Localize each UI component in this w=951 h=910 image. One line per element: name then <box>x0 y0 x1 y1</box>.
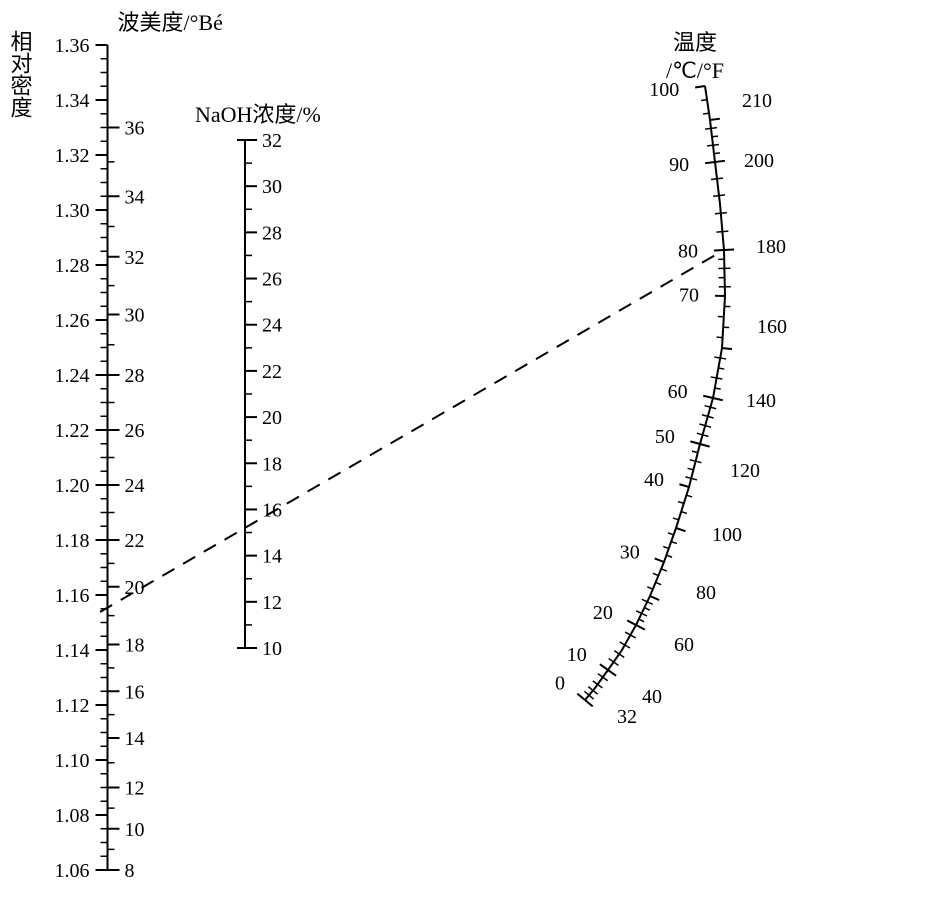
svg-text:80: 80 <box>696 582 716 604</box>
svg-text:90: 90 <box>669 154 689 176</box>
svg-text:30: 30 <box>620 542 640 564</box>
naoh-title: NaOH浓度/% <box>195 102 321 127</box>
svg-text:70: 70 <box>679 284 699 306</box>
svg-text:32: 32 <box>262 130 282 152</box>
svg-text:14: 14 <box>125 728 145 750</box>
svg-text:24: 24 <box>262 315 282 337</box>
temperature-unit: /℃/°F <box>666 58 724 83</box>
svg-text:32: 32 <box>125 247 145 269</box>
nomogram-chart: 1.06 1.08 1.10 1.12 1.14 1.16 1.18 1.20 1.22 1.24… <box>0 0 951 910</box>
svg-text:1.28: 1.28 <box>55 255 90 277</box>
svg-text:10: 10 <box>125 819 145 841</box>
svg-text:1.16: 1.16 <box>55 585 90 607</box>
svg-text:1.20: 1.20 <box>55 475 90 497</box>
svg-text:36: 36 <box>125 118 145 140</box>
svg-text:28: 28 <box>125 365 145 387</box>
svg-text:1.26: 1.26 <box>55 310 90 332</box>
svg-text:1.30: 1.30 <box>55 200 90 222</box>
svg-text:20: 20 <box>262 407 282 429</box>
svg-text:20: 20 <box>593 602 613 624</box>
svg-text:180: 180 <box>756 236 786 258</box>
svg-text:60: 60 <box>674 634 694 656</box>
svg-text:28: 28 <box>262 222 282 244</box>
svg-text:1.18: 1.18 <box>55 530 90 552</box>
svg-text:12: 12 <box>125 778 145 800</box>
svg-text:40: 40 <box>642 686 662 708</box>
svg-text:0: 0 <box>555 672 565 694</box>
svg-text:210: 210 <box>742 90 772 112</box>
svg-text:1.32: 1.32 <box>55 145 90 167</box>
svg-text:1.06: 1.06 <box>55 860 90 882</box>
svg-text:22: 22 <box>262 361 282 383</box>
svg-text:1.14: 1.14 <box>55 640 90 662</box>
density-title: 相对密度 <box>8 30 33 118</box>
svg-text:80: 80 <box>678 240 698 262</box>
svg-text:1.10: 1.10 <box>55 750 90 772</box>
svg-text:200: 200 <box>744 150 774 172</box>
svg-text:60: 60 <box>668 381 688 403</box>
svg-text:50: 50 <box>655 426 675 448</box>
svg-text:16: 16 <box>262 499 282 521</box>
svg-text:30: 30 <box>262 176 282 198</box>
svg-text:120: 120 <box>730 460 760 482</box>
svg-text:1.22: 1.22 <box>55 420 90 442</box>
svg-text:1.08: 1.08 <box>55 805 90 827</box>
svg-text:26: 26 <box>262 269 282 291</box>
svg-text:100: 100 <box>712 524 742 546</box>
svg-text:22: 22 <box>125 530 145 552</box>
svg-text:18: 18 <box>262 453 282 475</box>
svg-text:14: 14 <box>262 546 282 568</box>
svg-text:1.34: 1.34 <box>55 90 90 112</box>
svg-text:160: 160 <box>757 316 787 338</box>
svg-text:12: 12 <box>262 592 282 614</box>
svg-text:8: 8 <box>125 860 135 882</box>
svg-text:40: 40 <box>644 469 664 491</box>
svg-text:18: 18 <box>125 635 145 657</box>
baume-title: 波美度/°Bé <box>118 10 223 35</box>
svg-text:34: 34 <box>125 186 145 208</box>
svg-text:1.24: 1.24 <box>55 365 90 387</box>
svg-text:10: 10 <box>262 638 282 660</box>
temperature-title: 温度 <box>673 30 717 55</box>
svg-text:32: 32 <box>617 706 637 728</box>
svg-text:26: 26 <box>125 420 145 442</box>
svg-text:10: 10 <box>567 644 587 666</box>
svg-text:16: 16 <box>125 681 145 703</box>
svg-text:30: 30 <box>125 305 145 327</box>
svg-text:24: 24 <box>125 475 145 497</box>
svg-text:1.12: 1.12 <box>55 695 90 717</box>
svg-text:140: 140 <box>746 390 776 412</box>
svg-text:1.36: 1.36 <box>55 35 90 57</box>
